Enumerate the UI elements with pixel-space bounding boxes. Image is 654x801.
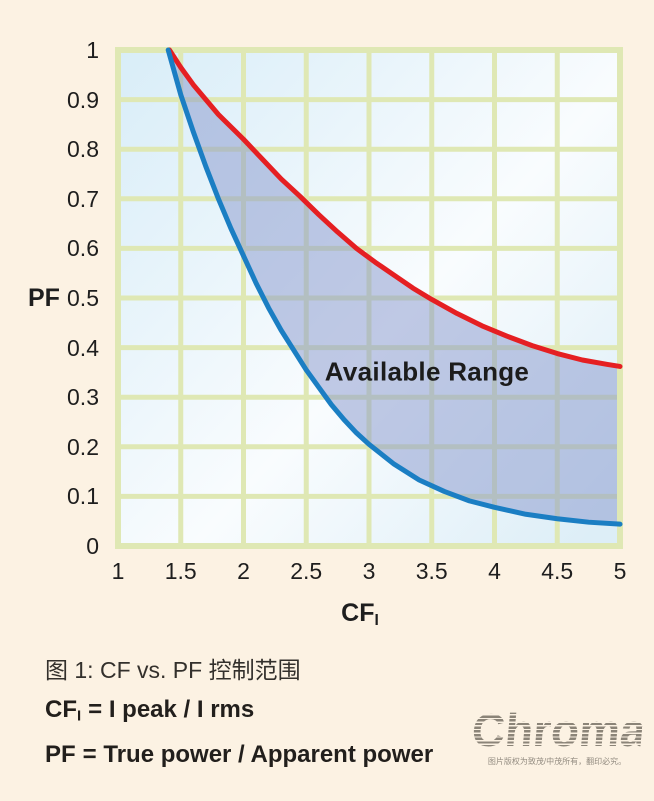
logo-disclaimer: 图片版权为致茂/中茂所有，翻印必究。 — [487, 757, 627, 766]
plot-border — [115, 47, 623, 549]
y-tick-label: 0 — [86, 533, 99, 559]
y-tick-label: 0.5 — [67, 285, 99, 311]
x-tick-label: 3.5 — [415, 558, 448, 584]
pf-equation: = True power / Apparent power — [82, 741, 434, 768]
chroma-logo: Chroma 图片版权为致茂/中茂所有，翻印必究。 — [469, 704, 649, 767]
cf-term: CF — [45, 696, 77, 723]
cf-definition: CFI = I peak / I rms — [45, 696, 254, 725]
available-range-band — [168, 50, 620, 525]
x-tick-label: 4 — [488, 558, 501, 584]
lower-limit-curve — [165, 47, 623, 527]
x-tick-label: 1 — [111, 558, 125, 584]
y-tick-label: 1 — [86, 37, 99, 63]
cf-pf-chart: Available Range — [115, 47, 623, 549]
x-axis-title: CFI — [341, 599, 379, 630]
y-axis-title: PF — [28, 284, 60, 312]
available-range-label: Available Range — [324, 356, 530, 387]
cf-equation: = I peak / I rms — [88, 696, 255, 723]
chroma-wordmark: Chroma — [469, 704, 649, 756]
x-tick-label: 4.5 — [541, 558, 574, 584]
y-tick-label: 0.4 — [67, 334, 99, 361]
plot-area — [115, 47, 623, 549]
x-axis-title-text: CF — [341, 599, 375, 627]
cf-term-subscript: I — [77, 708, 82, 725]
x-tick-label: 2 — [237, 558, 250, 584]
y-tick-label: 0.7 — [67, 185, 99, 212]
upper-limit-curve — [166, 47, 623, 369]
pf-term: PF — [45, 741, 76, 768]
pf-definition: PF = True power / Apparent power — [45, 741, 433, 769]
y-tick-label: 0.8 — [67, 136, 99, 163]
x-tick-label: 5 — [613, 558, 627, 584]
y-tick-label: 0.6 — [67, 235, 99, 262]
y-tick-label: 0.3 — [67, 384, 99, 411]
y-tick-label: 0.9 — [67, 86, 99, 113]
figure-caption: 图 1: CF vs. PF 控制范围 — [45, 657, 301, 683]
y-tick-label: 0.1 — [67, 483, 99, 510]
x-tick-label: 2.5 — [290, 558, 323, 584]
x-tick-label: 1.5 — [164, 558, 197, 584]
x-axis-title-subscript: I — [374, 611, 379, 629]
y-tick-label: 0.2 — [67, 433, 99, 460]
x-tick-label: 3 — [362, 558, 376, 584]
